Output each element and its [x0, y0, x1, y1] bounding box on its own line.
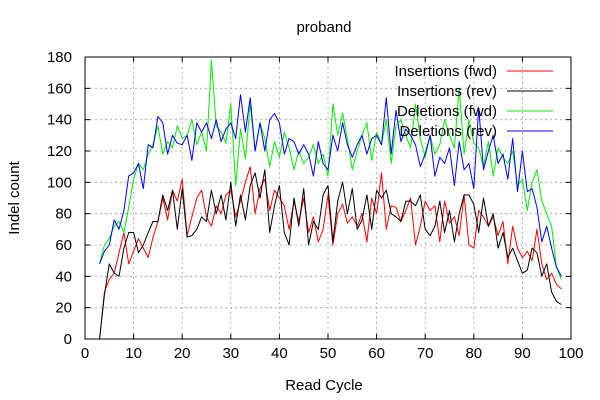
y-tick-label: 180 [47, 49, 72, 66]
y-tick-label: 80 [55, 206, 72, 223]
legend-label: Insertions (fwd) [394, 63, 497, 80]
y-tick-label: 60 [55, 237, 72, 254]
chart-title: proband [296, 19, 351, 36]
x-tick-label: 10 [125, 345, 142, 362]
y-axis-title: Indel count [6, 160, 23, 234]
x-tick-label: 90 [514, 345, 531, 362]
x-axis-title: Read Cycle [285, 377, 363, 394]
x-tick-label: 20 [174, 345, 191, 362]
y-tick-label: 20 [55, 300, 72, 317]
x-tick-label: 100 [558, 345, 583, 362]
legend-label: Insertions (rev) [397, 83, 497, 100]
series-lines [99, 59, 562, 340]
legend: Insertions (fwd) Insertions (rev) Deletion… [394, 63, 553, 140]
y-tick-label: 120 [47, 143, 72, 160]
x-tick-label: 80 [465, 345, 482, 362]
legend-label: Deletions (fwd) [397, 103, 497, 120]
series-line-insertions-rev [99, 169, 562, 340]
x-tick-label: 70 [417, 345, 434, 362]
x-tick-label: 60 [368, 345, 385, 362]
x-tick-label: 0 [81, 345, 89, 362]
y-tick-label: 100 [47, 174, 72, 191]
x-tick-label: 30 [222, 345, 239, 362]
axis-ticks: 0 10 20 30 40 50 60 70 80 90 100 0 20 40 60 80 100 120 140… [47, 49, 584, 362]
y-tick-label: 0 [64, 331, 72, 348]
series-line-deletions-rev [99, 94, 562, 277]
x-tick-label: 50 [320, 345, 337, 362]
y-tick-label: 140 [47, 112, 72, 129]
legend-label: Deletions (rev) [399, 123, 497, 140]
y-tick-label: 160 [47, 80, 72, 97]
x-tick-label: 40 [271, 345, 288, 362]
series-line-insertions-fwd [99, 166, 562, 340]
series-line-deletions-fwd [99, 59, 562, 280]
y-tick-label: 40 [55, 268, 72, 285]
